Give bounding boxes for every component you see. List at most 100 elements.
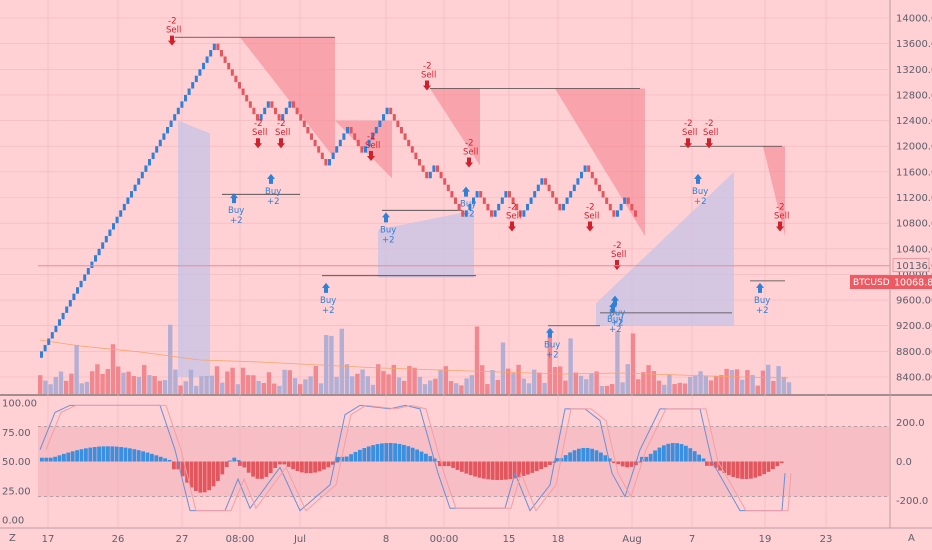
volume-bar [43,380,48,394]
volume-bar [604,385,610,394]
volume-bar [209,375,214,394]
histogram-bar [232,457,237,462]
axis-right-corner-label[interactable]: A [908,533,915,544]
volume-bar [235,384,240,394]
renko-brick-down [252,107,256,115]
sell-arrow-icon [254,138,262,149]
buy-signal[interactable]: Buy+2 [320,282,336,316]
renko-brick-down [605,197,609,204]
histogram-bar [675,443,679,462]
price-tick-label: 11200.00 [896,193,932,204]
renko-brick-up [76,287,79,294]
renko-brick-down [295,107,299,115]
volume-bar [511,373,516,394]
renko-brick-up [580,171,583,179]
histogram-bar [705,461,709,466]
histogram-bar [753,461,758,478]
histogram-bar [521,461,526,476]
renko-brick-down [400,126,403,134]
histogram-bar [490,461,495,480]
histogram-bar [313,461,317,473]
signal-qty: +2 [756,306,769,316]
volume-bar [781,376,786,394]
renko-brick-down [601,191,605,198]
renko-brick-up [583,165,587,172]
time-tick-label: 26 [112,534,125,545]
volume-bar [370,384,376,394]
volume-bar [386,374,391,394]
volume-bar [750,375,755,394]
histogram-bar [762,461,766,475]
volume-bar [438,369,443,394]
histogram-bar [771,461,775,470]
volume-bar [199,376,204,394]
signal-qty: -2 [465,138,473,148]
buy-signal[interactable]: Buy+2 [460,186,476,220]
volume-bar [407,366,412,394]
volume-bar [391,364,396,394]
buy-arrow-icon [322,282,330,293]
buy-signal[interactable]: Buy+2 [228,193,244,226]
histogram-bar [278,461,282,465]
axis-left-corner-label[interactable]: Z [9,533,16,544]
volume-bar [277,385,282,394]
signal-label: Sell [166,26,181,36]
renko-brick-down [414,152,418,160]
histogram-bar [66,452,71,462]
volume-bar [651,371,656,394]
histogram-bar [185,461,189,483]
buy-signal[interactable]: Buy+2 [265,173,281,207]
renko-brick-up [576,178,580,185]
volume-bar [318,383,324,394]
renko-brick-up [58,319,61,326]
volume-bar [656,380,662,394]
price-axis-ticks[interactable]: 14000.00 13600.00 13200.00 12800.00 12400.00… [896,14,932,384]
histogram-bar [629,461,634,467]
renko-brick-up [432,165,436,172]
histogram-bar [242,461,247,468]
signal-qty: -2 [277,119,285,129]
renko-brick-up [259,114,263,121]
buy-signal[interactable]: Buy+2 [692,173,708,207]
volume-bar [703,375,708,394]
histogram-bar [775,461,780,467]
renko-brick-up [202,62,205,70]
signal-qty: -2 [705,119,713,129]
renko-brick-up [374,126,378,134]
volume-bar [194,385,199,394]
renko-brick-up [522,210,526,217]
buy-signal[interactable]: Buy+2 [380,212,396,245]
signal-qty: +2 [694,197,707,207]
volume-bar [402,380,407,394]
volume-bar [630,333,636,394]
histogram-bar [326,461,331,468]
renko-bricks [40,43,637,358]
renko-brick-up [184,94,187,102]
histogram-bar [766,461,771,472]
histogram-bar [172,461,176,470]
renko-brick-up [212,43,216,51]
volume-bar [641,372,646,394]
buy-signal[interactable]: Buy+2 [609,295,625,329]
buy-signal[interactable]: Buy+2 [754,282,770,316]
histogram-bar [92,447,97,462]
oscillator-pane [38,404,890,512]
renko-brick-down [490,210,493,217]
histogram-bar [625,461,629,468]
time-axis-ticks[interactable]: 17 26 27 08:00 Jul 8 00:00 15 18 Aug 7 19 23 [42,534,833,545]
histogram-bar [358,449,362,462]
buy-signal[interactable]: Buy+2 [544,327,560,361]
signal-qty: -2 [254,119,262,129]
